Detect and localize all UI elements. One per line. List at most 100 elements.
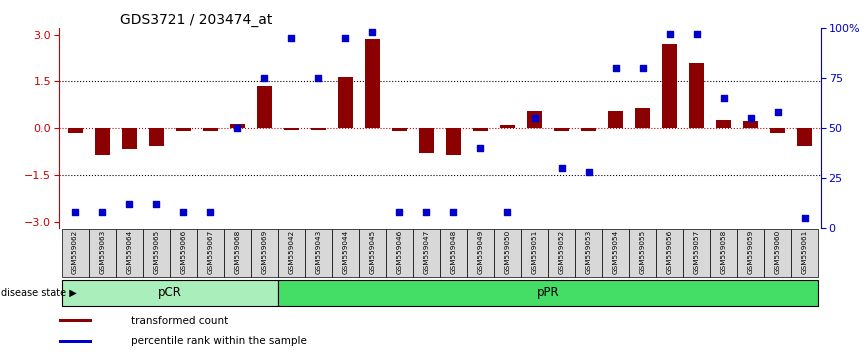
Point: [609, 65, 623, 71]
FancyBboxPatch shape: [629, 229, 656, 278]
Bar: [770, 129, 785, 133]
Text: disease state ▶: disease state ▶: [1, 288, 76, 298]
FancyBboxPatch shape: [494, 229, 521, 278]
Text: GSM559044: GSM559044: [342, 230, 348, 274]
Text: GSM559069: GSM559069: [262, 230, 268, 274]
FancyBboxPatch shape: [710, 229, 737, 278]
Text: GSM559050: GSM559050: [505, 230, 510, 274]
Point: [149, 201, 163, 207]
Point: [95, 210, 109, 215]
FancyBboxPatch shape: [521, 229, 548, 278]
Text: GSM559054: GSM559054: [612, 230, 618, 274]
Bar: [149, 129, 164, 145]
Bar: [581, 129, 596, 131]
Point: [554, 166, 568, 171]
Bar: [419, 129, 434, 153]
Bar: [554, 129, 569, 131]
Bar: [257, 86, 272, 129]
FancyBboxPatch shape: [278, 280, 818, 306]
Text: pCR: pCR: [158, 286, 182, 299]
Text: GSM559059: GSM559059: [747, 230, 753, 274]
FancyBboxPatch shape: [61, 229, 88, 278]
Text: GSM559045: GSM559045: [370, 230, 375, 274]
FancyBboxPatch shape: [197, 229, 223, 278]
Text: GDS3721 / 203474_at: GDS3721 / 203474_at: [120, 13, 272, 27]
Point: [527, 115, 541, 121]
Bar: [500, 125, 515, 129]
Text: transformed count: transformed count: [131, 316, 228, 326]
Bar: [689, 63, 704, 129]
Text: GSM559068: GSM559068: [234, 230, 240, 274]
FancyBboxPatch shape: [88, 229, 116, 278]
Text: GSM559057: GSM559057: [694, 230, 700, 274]
FancyBboxPatch shape: [683, 229, 710, 278]
Point: [122, 201, 136, 207]
Bar: [176, 129, 191, 131]
Bar: [473, 129, 488, 131]
Text: GSM559046: GSM559046: [397, 230, 403, 274]
Bar: [338, 77, 352, 129]
Bar: [284, 129, 299, 130]
FancyBboxPatch shape: [305, 229, 332, 278]
Text: GSM559066: GSM559066: [180, 230, 186, 274]
Text: GSM559053: GSM559053: [585, 230, 591, 274]
Point: [312, 75, 326, 81]
Bar: [365, 39, 380, 129]
Point: [177, 210, 191, 215]
Point: [689, 32, 703, 37]
FancyBboxPatch shape: [792, 229, 818, 278]
FancyBboxPatch shape: [737, 229, 764, 278]
FancyBboxPatch shape: [548, 229, 575, 278]
Point: [68, 210, 82, 215]
Bar: [122, 129, 137, 149]
Bar: [662, 44, 677, 129]
Point: [419, 210, 433, 215]
Bar: [635, 108, 650, 129]
Bar: [716, 120, 731, 129]
Text: GSM559062: GSM559062: [72, 230, 78, 274]
Point: [771, 109, 785, 115]
Point: [447, 210, 461, 215]
Bar: [743, 120, 758, 129]
FancyBboxPatch shape: [170, 229, 197, 278]
Text: GSM559055: GSM559055: [640, 230, 646, 274]
FancyBboxPatch shape: [440, 229, 467, 278]
FancyBboxPatch shape: [413, 229, 440, 278]
Point: [636, 65, 650, 71]
Text: GSM559067: GSM559067: [207, 230, 213, 274]
Point: [717, 96, 731, 101]
Bar: [392, 129, 407, 131]
Bar: [798, 129, 812, 145]
FancyBboxPatch shape: [467, 229, 494, 278]
Bar: [311, 129, 326, 130]
Text: GSM559063: GSM559063: [99, 230, 105, 274]
Text: GSM559061: GSM559061: [802, 230, 808, 274]
FancyBboxPatch shape: [116, 229, 143, 278]
Bar: [608, 111, 623, 129]
FancyBboxPatch shape: [223, 229, 251, 278]
Bar: [59, 319, 93, 322]
Bar: [68, 129, 82, 133]
Point: [662, 32, 676, 37]
Text: GSM559049: GSM559049: [477, 230, 483, 274]
Point: [744, 115, 758, 121]
Text: GSM559048: GSM559048: [450, 230, 456, 274]
Point: [339, 35, 352, 41]
Point: [257, 75, 271, 81]
Text: GSM559052: GSM559052: [559, 230, 565, 274]
Text: GSM559058: GSM559058: [721, 230, 727, 274]
FancyBboxPatch shape: [332, 229, 359, 278]
Text: GSM559064: GSM559064: [126, 230, 132, 274]
Bar: [203, 129, 217, 131]
Text: pPR: pPR: [537, 286, 559, 299]
FancyBboxPatch shape: [575, 229, 602, 278]
FancyBboxPatch shape: [251, 229, 278, 278]
Bar: [446, 129, 461, 155]
Text: GSM559042: GSM559042: [288, 230, 294, 274]
Point: [392, 210, 406, 215]
Text: GSM559060: GSM559060: [775, 230, 781, 274]
FancyBboxPatch shape: [386, 229, 413, 278]
Text: GSM559065: GSM559065: [153, 230, 159, 274]
FancyBboxPatch shape: [764, 229, 792, 278]
FancyBboxPatch shape: [656, 229, 683, 278]
